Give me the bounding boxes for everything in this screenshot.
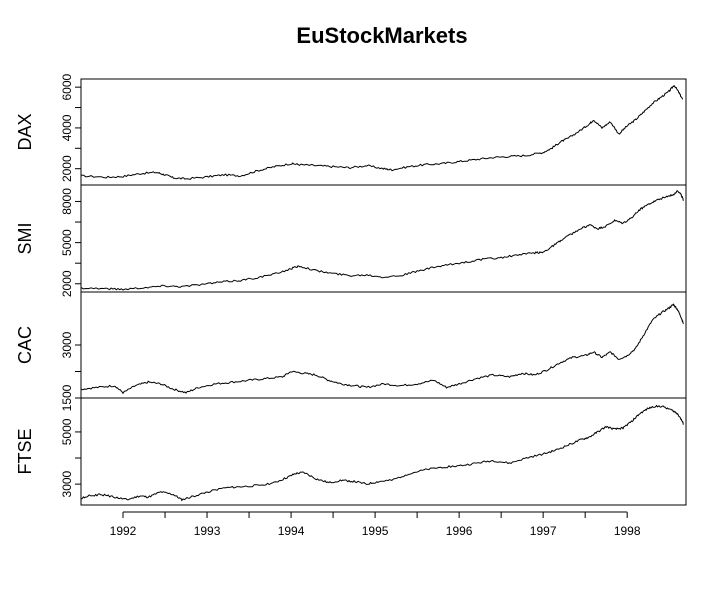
panel-label-smi: SMI (15, 222, 35, 254)
y-tick-label: 5000 (60, 229, 74, 256)
panel-label-cac: CAC (15, 326, 35, 364)
series-line-ftse (80, 404, 684, 502)
x-tick-label: 1997 (530, 524, 557, 538)
panel-frame (80, 184, 687, 293)
y-tick-label: 2000 (60, 155, 74, 182)
y-tick-label: 3000 (60, 470, 74, 497)
panel-label-dax: DAX (15, 113, 35, 150)
series-line-smi (80, 190, 684, 291)
panel-smi: 2000 5000 8000 SMI (15, 184, 687, 297)
y-tick-label: 6000 (60, 73, 74, 100)
x-tick-label: 1996 (446, 524, 473, 538)
y-tick-label: 3000 (60, 331, 74, 358)
x-tick-label: 1993 (194, 524, 221, 538)
y-tick-label: 2000 (60, 270, 74, 297)
series-line-dax (80, 85, 684, 180)
x-tick-label: 1994 (278, 524, 305, 538)
panel-dax: 2000 4000 6000 DAX (15, 73, 687, 186)
x-axis: 1992 1993 1994 1995 1996 1997 1998 (110, 511, 641, 538)
y-tick-label: 1500 (60, 384, 74, 411)
y-tick-label: 4000 (60, 114, 74, 141)
series-line-cac (80, 303, 684, 394)
panels-group: 2000 4000 6000 DAX 2000 5000 8000 SMI 1500 3000 CA… (15, 73, 687, 506)
panel-cac: 1500 3000 CAC (15, 291, 687, 411)
panel-ftse: 3000 5000 FTSE (15, 397, 687, 506)
x-tick-label: 1992 (110, 524, 137, 538)
x-tick-label: 1995 (362, 524, 389, 538)
y-tick-label: 8000 (60, 188, 74, 215)
panel-frame (80, 397, 687, 506)
panel-frame (80, 291, 687, 399)
y-tick-label: 5000 (60, 418, 74, 445)
x-tick-label: 1998 (614, 524, 641, 538)
panel-label-ftse: FTSE (15, 428, 35, 474)
chart-title: EuStockMarkets (296, 23, 467, 48)
